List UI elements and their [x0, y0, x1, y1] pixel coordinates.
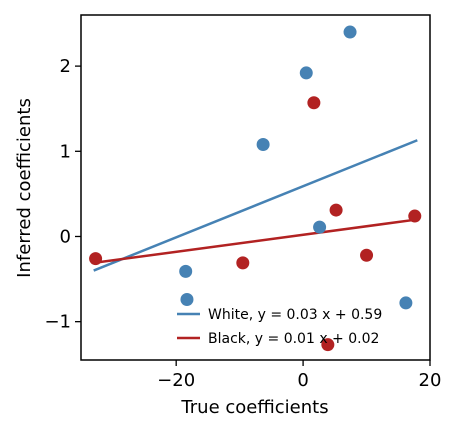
point-black	[89, 252, 103, 266]
point-white	[256, 137, 270, 151]
y-tick-label: −1	[44, 312, 71, 333]
point-white	[179, 264, 193, 278]
y-axis-label: Inferred coefficients	[14, 98, 35, 278]
x-tick-label: −20	[157, 370, 195, 391]
point-white	[180, 293, 194, 307]
axis-ticks: −20 0 20 −1 0 1 2	[44, 56, 441, 391]
y-tick-label: 2	[60, 56, 71, 77]
point-black	[408, 209, 422, 223]
legend-label-white: White, y = 0.03 x + 0.59	[208, 307, 382, 323]
point-black	[236, 256, 250, 270]
data-points	[89, 25, 422, 352]
point-white	[399, 296, 413, 310]
plot-area-frame	[80, 14, 431, 361]
fit-line-black	[93, 218, 418, 265]
x-tick-label: 20	[419, 370, 442, 391]
x-tick-label: 0	[297, 370, 308, 391]
point-white	[313, 220, 327, 234]
y-tick-label: 1	[60, 141, 71, 162]
y-tick-label: 0	[60, 226, 71, 247]
legend-label-black: Black, y = 0.01 x + 0.02	[208, 331, 379, 347]
point-black	[321, 338, 335, 352]
x-axis-label: True coefficients	[180, 397, 328, 418]
fit-lines	[93, 139, 418, 272]
legend: White, y = 0.03 x + 0.59 Black, y = 0.01…	[177, 307, 382, 347]
point-black	[307, 96, 321, 110]
fit-line-white	[93, 139, 418, 272]
point-black	[360, 248, 374, 262]
point-black	[329, 203, 343, 217]
point-white	[343, 25, 357, 39]
point-white	[299, 66, 313, 80]
